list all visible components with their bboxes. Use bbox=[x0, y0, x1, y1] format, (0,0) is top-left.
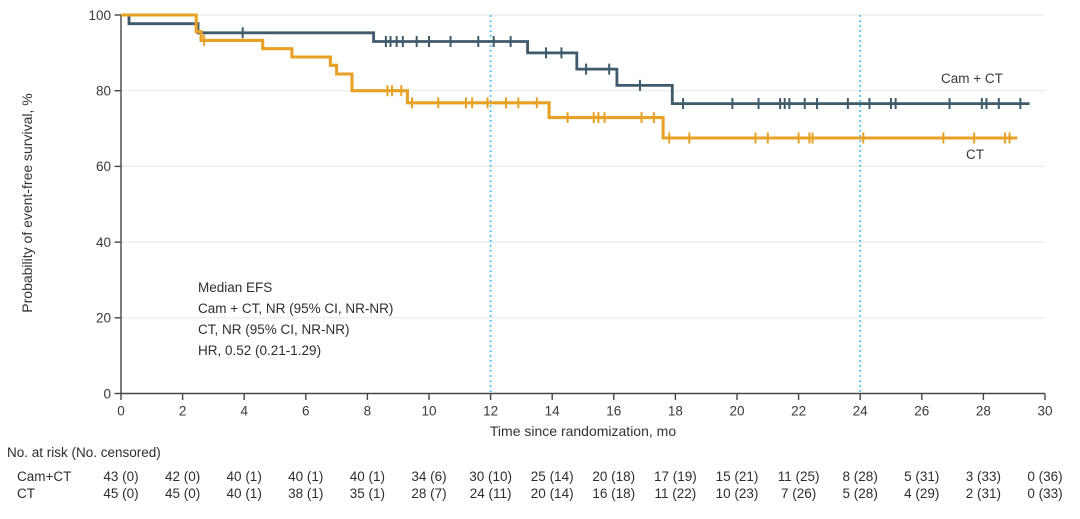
risk-cell: 35 (1) bbox=[349, 486, 386, 501]
annotation-line-camct: Cam + CT, NR (95% CI, NR-NR) bbox=[198, 301, 394, 316]
risk-cell: 45 (0) bbox=[103, 486, 139, 501]
annotation-line-ct: CT, NR (95% CI, NR-NR) bbox=[198, 322, 350, 337]
x-tick-label: 30 bbox=[1037, 404, 1052, 419]
risk-cell: 4 (29) bbox=[904, 486, 940, 501]
curve-label-cam-plus-ct: Cam + CT bbox=[941, 71, 1003, 86]
x-tick-label: 2 bbox=[179, 404, 187, 419]
risk-cell: 20 (14) bbox=[530, 486, 574, 501]
risk-cell: 45 (0) bbox=[164, 486, 201, 501]
x-tick-label: 24 bbox=[853, 404, 869, 419]
risk-cell: 43 (0) bbox=[103, 469, 139, 484]
risk-cell: 28 (7) bbox=[411, 486, 447, 501]
risk-cell: 24 (11) bbox=[469, 486, 512, 501]
risk-cell: 5 (31) bbox=[904, 469, 940, 484]
risk-cell: 42 (0) bbox=[164, 469, 201, 484]
x-tick-label: 14 bbox=[545, 404, 561, 419]
x-tick-label: 0 bbox=[117, 404, 125, 419]
risk-cell: 8 (28) bbox=[842, 469, 878, 484]
x-tick-label: 18 bbox=[668, 404, 683, 419]
x-axis-title: Time since randomization, mo bbox=[489, 423, 677, 439]
risk-cell: 40 (1) bbox=[226, 486, 262, 501]
risk-cell: 17 (19) bbox=[654, 469, 697, 484]
y-tick-label: 100 bbox=[88, 8, 111, 23]
risk-row-label-ct: CT bbox=[17, 486, 35, 501]
y-tick-label: 60 bbox=[96, 159, 111, 174]
risk-cell: 10 (23) bbox=[715, 486, 759, 501]
survival-curve-ct bbox=[121, 13, 1018, 140]
risk-cell: 0 (33) bbox=[1027, 486, 1063, 501]
risk-cell: 40 (1) bbox=[288, 469, 324, 484]
x-tick-label: 8 bbox=[364, 404, 372, 419]
x-tick-label: 22 bbox=[791, 404, 806, 419]
x-tick-label: 20 bbox=[729, 404, 744, 419]
risk-cell: 11 (25) bbox=[777, 469, 820, 484]
y-tick-label: 40 bbox=[96, 235, 111, 250]
risk-cell: 3 (33) bbox=[965, 469, 1002, 484]
risk-table-title: No. at risk (No. censored) bbox=[7, 445, 161, 460]
x-tick-label: 28 bbox=[976, 404, 991, 419]
risk-cell: 20 (18) bbox=[592, 469, 636, 484]
risk-cell: 5 (28) bbox=[842, 486, 878, 501]
risk-cell: 11 (22) bbox=[654, 486, 697, 501]
risk-cell: 34 (6) bbox=[411, 469, 447, 484]
x-tick-label: 4 bbox=[240, 404, 248, 419]
y-tick-label: 20 bbox=[96, 311, 111, 326]
risk-cell: 40 (1) bbox=[349, 469, 386, 484]
risk-cell: 2 (31) bbox=[965, 486, 1002, 501]
y-tick-label: 0 bbox=[103, 386, 111, 401]
risk-cell: 38 (1) bbox=[288, 486, 324, 501]
y-tick-label: 80 bbox=[96, 84, 111, 99]
risk-row-label-cam-plus-ct: Cam+CT bbox=[17, 469, 72, 484]
risk-cell: 30 (10) bbox=[469, 469, 512, 484]
annotation-line-median: Median EFS bbox=[198, 280, 273, 295]
x-tick-label: 6 bbox=[302, 404, 310, 419]
x-tick-label: 10 bbox=[421, 404, 436, 419]
curve-label-ct: CT bbox=[966, 147, 984, 162]
x-tick-label: 16 bbox=[606, 404, 621, 419]
annotation-line-hr: HR, 0.52 (0.21-1.29) bbox=[198, 343, 322, 358]
risk-cell: 7 (26) bbox=[780, 486, 817, 501]
risk-cell: 40 (1) bbox=[226, 469, 262, 484]
risk-cell: 0 (36) bbox=[1027, 469, 1063, 484]
risk-cell: 25 (14) bbox=[530, 469, 574, 484]
x-tick-label: 12 bbox=[483, 404, 498, 419]
risk-cell: 15 (21) bbox=[715, 469, 759, 484]
x-tick-label: 26 bbox=[914, 404, 929, 419]
y-axis-title: Probability of event-free survival, % bbox=[19, 93, 35, 313]
risk-cell: 16 (18) bbox=[592, 486, 636, 501]
survival-curve-cam-plus-ct bbox=[121, 13, 1030, 105]
stats-annotation: Median EFS Cam + CT, NR (95% CI, NR-NR) … bbox=[198, 277, 393, 361]
